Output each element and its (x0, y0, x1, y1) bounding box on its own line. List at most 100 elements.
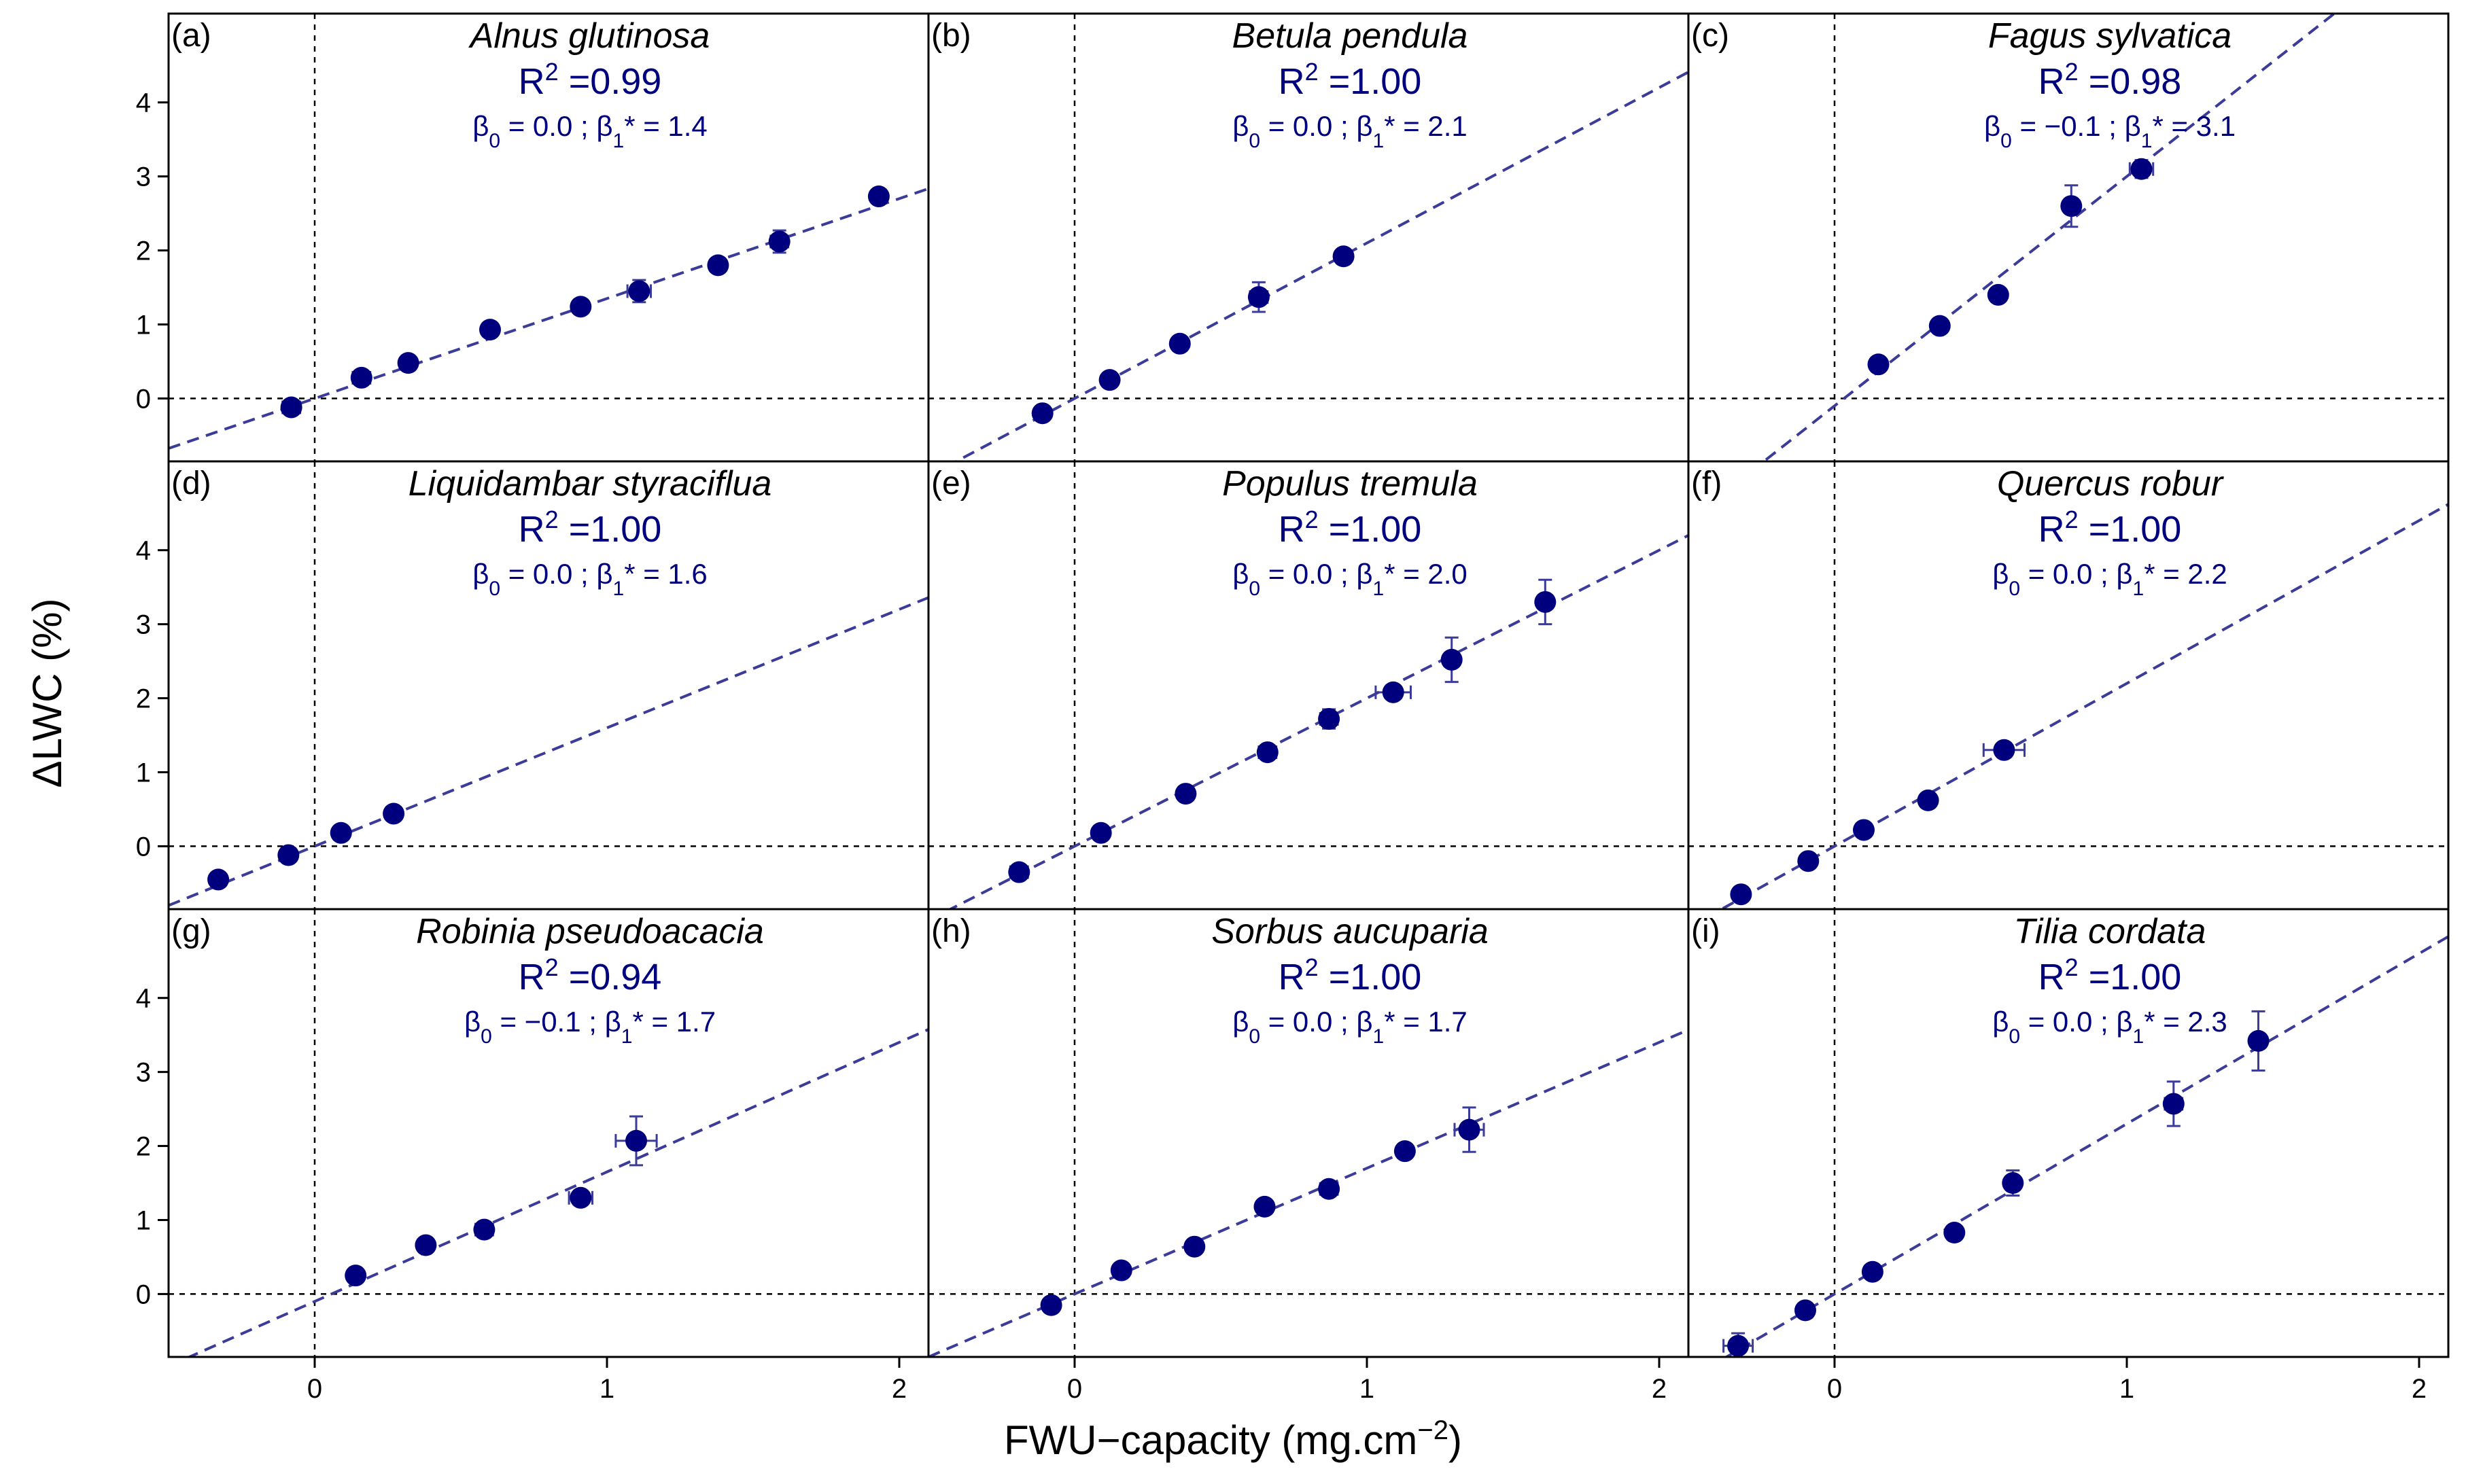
data-point-group (397, 352, 419, 374)
data-point-group (1982, 739, 2026, 761)
data-point (345, 1265, 367, 1287)
data-point (280, 396, 302, 419)
r-squared-value: =1.00 (559, 509, 662, 550)
beta0-symbol: β (1232, 558, 1249, 590)
data-point-group (1440, 636, 1463, 684)
data-point (330, 822, 352, 844)
data-point (1917, 789, 1939, 811)
beta0-value: = 0.0 ; (2020, 1006, 2116, 1038)
data-point (1943, 1222, 1966, 1244)
x-axis-title-main: FWU−capacity (mg.cm (1004, 1417, 1417, 1463)
beta1-subscript: 1 (1373, 1025, 1385, 1048)
r-squared: R2 =1.00 (2038, 953, 2182, 998)
plot-area (1688, 909, 2448, 1357)
species-title: Robinia pseudoacacia (416, 912, 764, 951)
data-point-group (2128, 158, 2155, 180)
beta0-symbol: β (472, 110, 489, 142)
r-squared-exponent: 2 (545, 58, 559, 86)
data-point-group (1453, 1106, 1485, 1153)
r-squared-symbol: R (519, 509, 545, 550)
beta1-value: * = 1.6 (624, 558, 708, 590)
r-squared: R2 =1.00 (2038, 506, 2182, 550)
data-point (1008, 861, 1030, 883)
data-point-group (1867, 353, 1890, 376)
data-point-group (1393, 1140, 1416, 1163)
data-point-group (1853, 819, 1875, 841)
data-point (1332, 245, 1355, 268)
data-point (1861, 1260, 1883, 1283)
fit-line (169, 187, 928, 450)
y-tick-label: 2 (136, 236, 151, 266)
data-point-group (277, 844, 300, 866)
data-point (350, 366, 372, 389)
r-squared-value: =0.99 (559, 61, 662, 102)
plot-area (169, 461, 928, 909)
r-squared-value: =0.94 (559, 957, 662, 997)
beta1-value: * = 2.1 (1384, 110, 1468, 142)
beta1-subscript: 1 (613, 130, 625, 152)
fit-line (953, 71, 1688, 461)
data-point (625, 1129, 647, 1152)
data-point-group (1168, 332, 1191, 355)
panel-frame (1687, 908, 2450, 1358)
data-point-group (1175, 783, 1197, 805)
beta0-value: = 0.0 ; (2020, 558, 2116, 590)
y-axis-title: ΔLWC (%) (24, 599, 70, 788)
y-tick-label: 3 (136, 610, 151, 640)
beta0-value: = −0.1 ; (492, 1006, 605, 1038)
y-tick-label: 3 (136, 162, 151, 192)
r-squared: R2 =0.99 (519, 58, 662, 103)
r-squared-value: =1.00 (2079, 957, 2182, 997)
r-squared: R2 =1.00 (1279, 953, 1422, 998)
data-point (2002, 1172, 2024, 1195)
species-title: Tilia cordata (2014, 912, 2206, 951)
data-point (1534, 590, 1557, 613)
r-squared-value: =0.98 (2079, 61, 2182, 102)
beta0-symbol: β (1992, 558, 2009, 590)
data-point-group (867, 186, 890, 208)
data-point-group (345, 1265, 367, 1287)
x-axis-title: FWU−capacity (mg.cm−2) (1004, 1415, 1462, 1463)
beta-coefficients: β0 = 0.0 ; β1* = 1.6 (472, 558, 708, 600)
plot-area (1688, 461, 2448, 909)
r-squared-exponent: 2 (2065, 506, 2079, 533)
data-point (1440, 648, 1463, 671)
data-point (1318, 708, 1340, 730)
species-title: Fagus sylvatica (1988, 16, 2231, 56)
species-title: Populus tremula (1222, 464, 1478, 504)
beta1-value: * = 2.0 (1384, 558, 1468, 590)
y-tick-label: 1 (136, 758, 151, 788)
data-point-group (1318, 708, 1340, 730)
r-squared: R2 =1.00 (1279, 506, 1422, 550)
plot-area (169, 14, 928, 461)
x-tick-label: 2 (892, 1374, 907, 1404)
data-point (415, 1234, 437, 1256)
data-point-group (473, 1218, 496, 1241)
data-point-group (1928, 315, 1951, 337)
data-point-group (768, 229, 791, 254)
data-point (1727, 1335, 1750, 1357)
data-point (1318, 1178, 1340, 1200)
data-point (1168, 332, 1191, 355)
beta1-symbol: β (1356, 1006, 1372, 1038)
data-point (1853, 819, 1875, 841)
x-tick-label: 0 (1827, 1374, 1842, 1404)
x-axis-title-sup: −2 (1417, 1415, 1448, 1445)
r-squared: R2 =0.94 (519, 953, 662, 998)
y-tick-label: 4 (136, 984, 151, 1014)
panel-label: (e) (931, 465, 971, 501)
beta-coefficients: β0 = −0.1 ; β1* = 3.1 (1984, 110, 2236, 152)
data-point-group (1031, 402, 1054, 425)
data-point (1256, 741, 1279, 764)
beta1-symbol: β (596, 110, 612, 142)
beta1-symbol: β (1356, 558, 1372, 590)
beta1-subscript: 1 (2141, 130, 2153, 152)
beta0-subscript: 0 (1249, 1025, 1260, 1048)
data-point (707, 254, 729, 277)
